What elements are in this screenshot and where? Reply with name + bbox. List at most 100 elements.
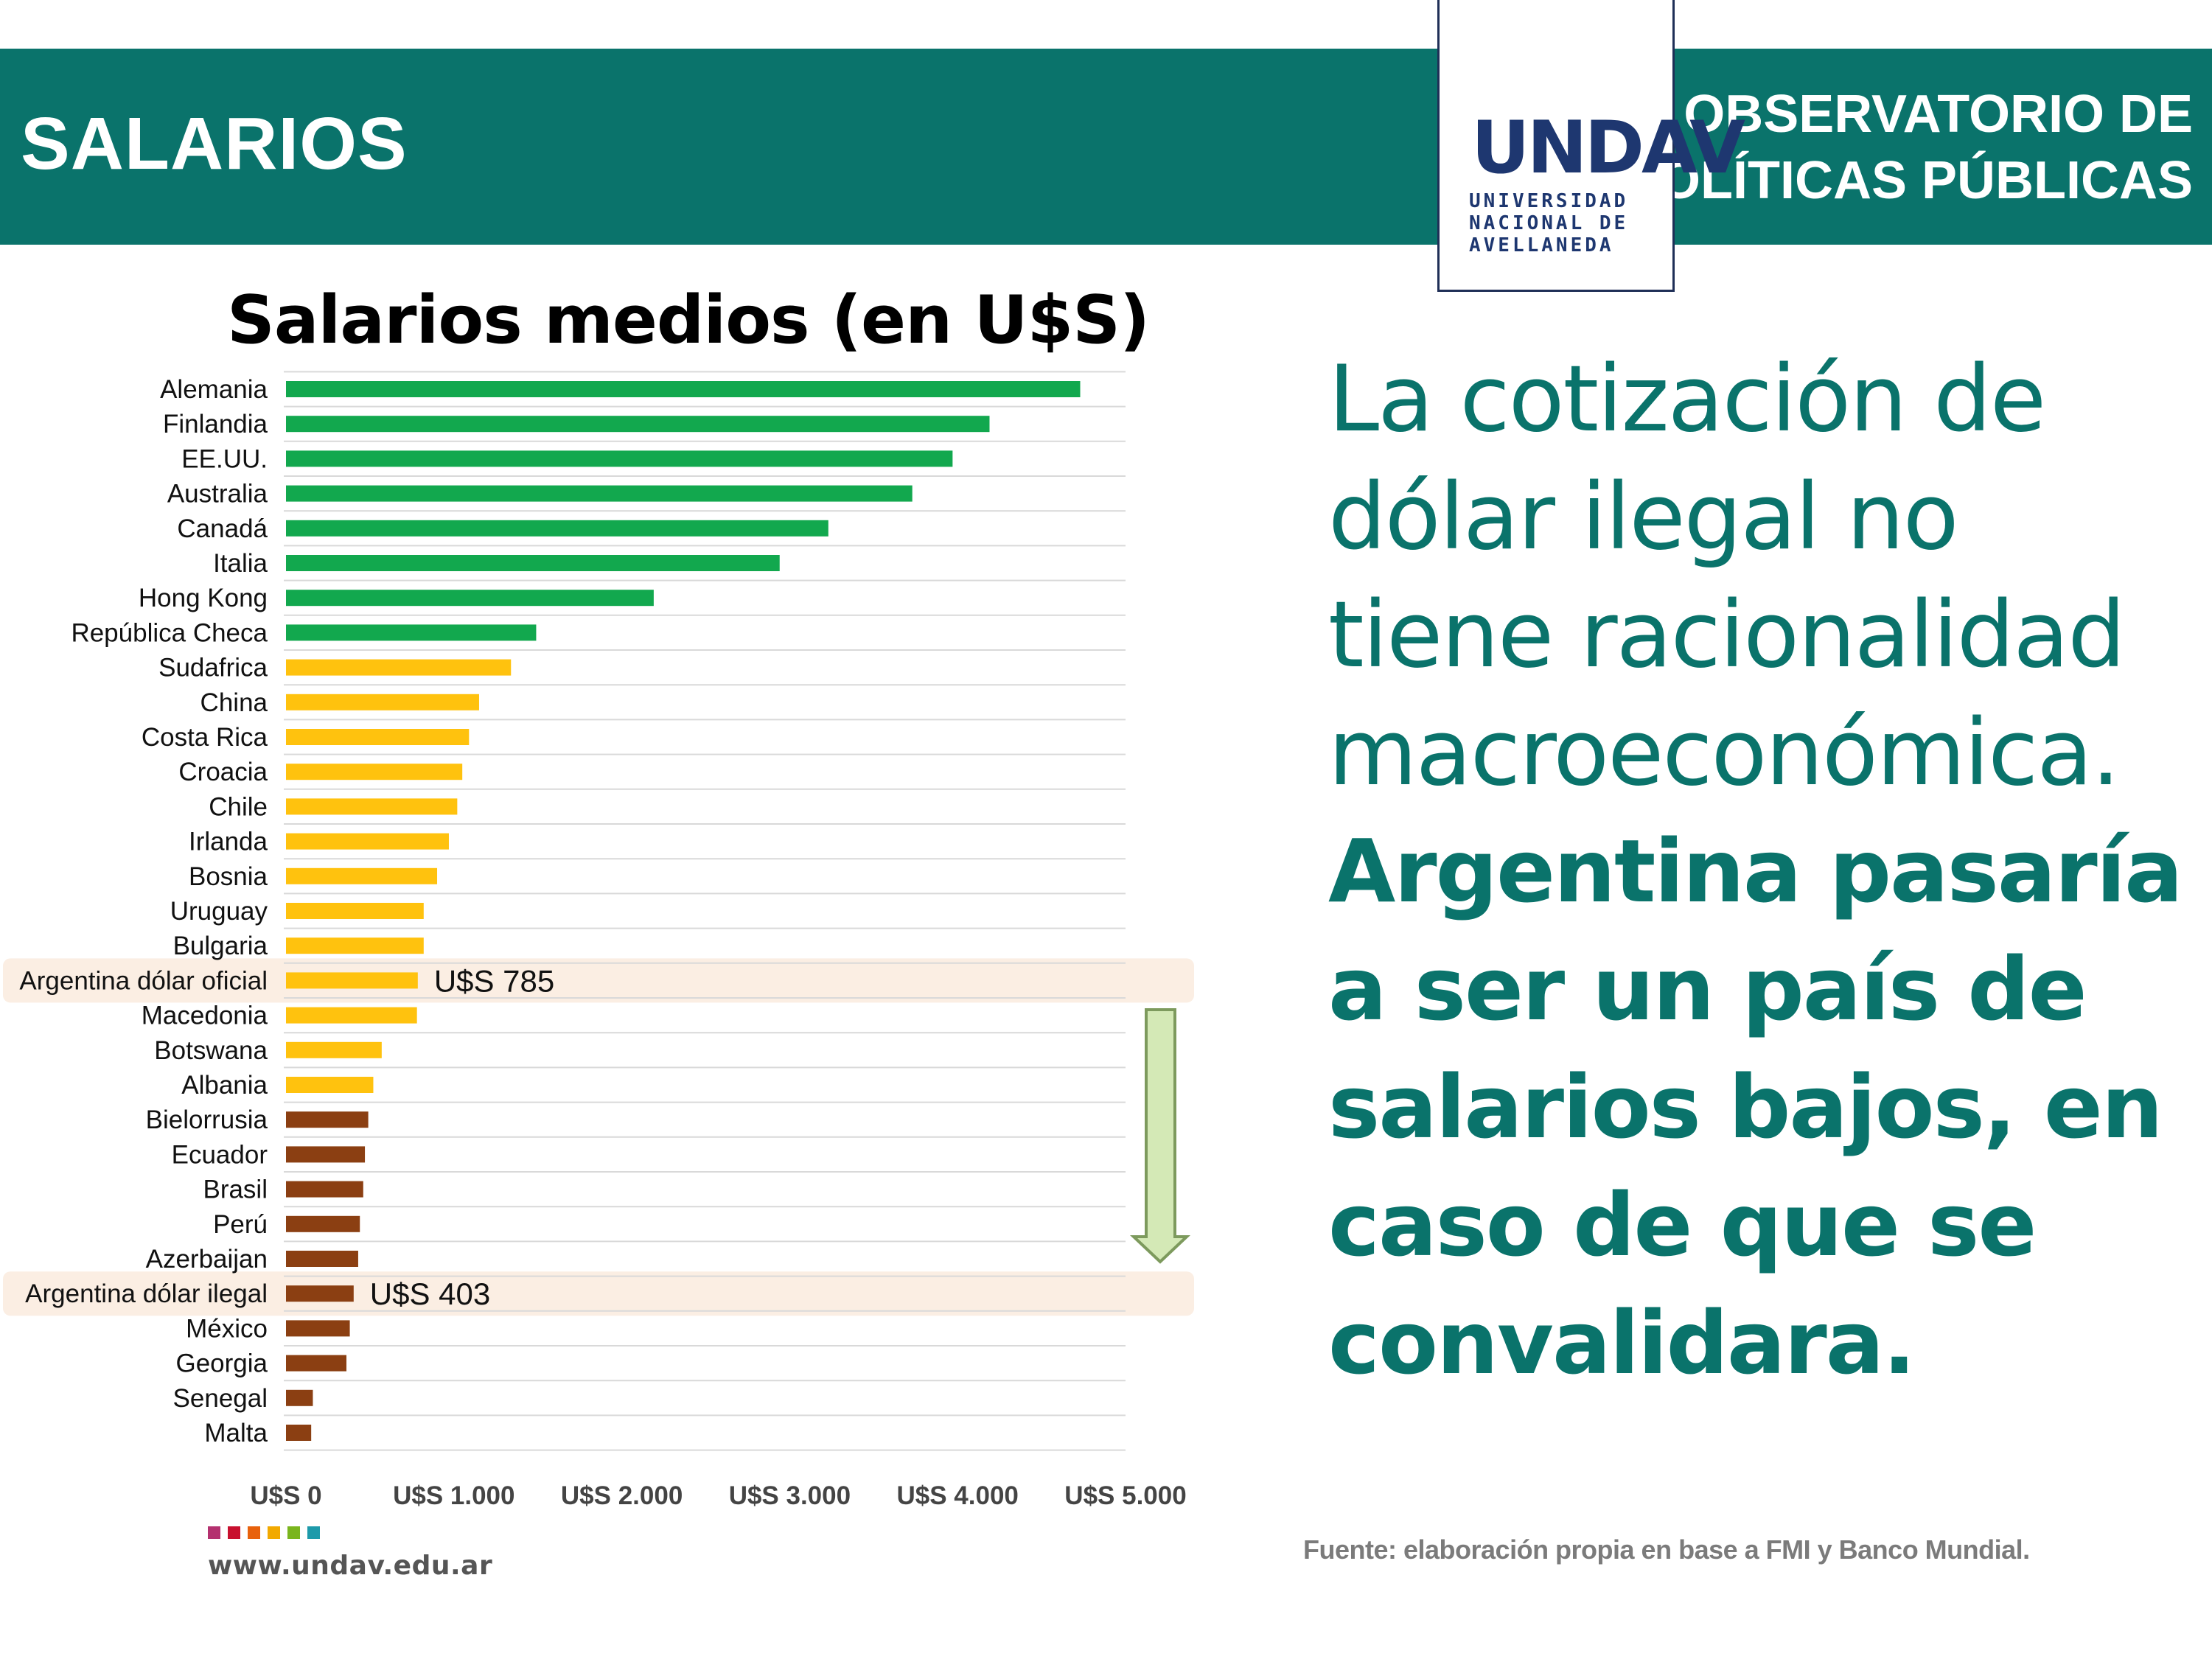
- country-label: Malta: [204, 1419, 268, 1447]
- header-band: [0, 49, 2212, 245]
- bar: [286, 1041, 382, 1058]
- x-tick-label: U$S 4.000: [896, 1481, 1018, 1510]
- bar: [286, 1007, 417, 1024]
- country-label: Brasil: [203, 1176, 268, 1204]
- country-label: Canadá: [177, 514, 268, 543]
- highlight-bands: [3, 958, 1194, 1316]
- observatorio-title: OBSERVATORIO DE POLÍTICAS PÚBLICAS: [1624, 81, 2193, 214]
- down-arrow-shape: [1129, 1008, 1191, 1264]
- source-note: Fuente: elaboración propia en base a FMI…: [1303, 1534, 2030, 1565]
- country-label: Georgia: [175, 1349, 268, 1378]
- country-label: Chile: [209, 792, 268, 821]
- observatorio-line-1: OBSERVATORIO DE: [1684, 85, 2193, 144]
- country-label: Finlandia: [163, 410, 268, 439]
- bar: [286, 1320, 350, 1337]
- country-label: Perú: [213, 1210, 268, 1239]
- brand-dot: [228, 1526, 240, 1539]
- country-label: Croacia: [178, 758, 268, 786]
- country-label: Argentina dólar ilegal: [25, 1279, 268, 1308]
- country-label: Hong Kong: [139, 584, 268, 612]
- value-labels: U$S 785 U$S 403: [370, 963, 554, 1311]
- bar: [286, 1215, 360, 1232]
- country-label: Uruguay: [170, 897, 268, 926]
- statement-bold-line: Argentina pasaría: [1328, 820, 2183, 922]
- country-label: Azerbaijan: [146, 1245, 268, 1274]
- statement-line: tiene racionalidad: [1328, 582, 2126, 688]
- country-label: Botswana: [154, 1036, 268, 1065]
- country-label: Irlanda: [189, 828, 268, 856]
- bar: [286, 694, 479, 710]
- x-tick-label: U$S 5.000: [1064, 1481, 1186, 1510]
- bar: [286, 937, 424, 954]
- bar: [286, 1111, 369, 1128]
- country-label: Costa Rica: [142, 723, 268, 752]
- country-label: México: [186, 1314, 268, 1343]
- main-statement: La cotización de dólar ilegal no tiene rac…: [1328, 340, 2198, 1402]
- brand-dot: [287, 1526, 300, 1539]
- bar: [286, 590, 654, 607]
- section-title: SALARIOS: [21, 102, 408, 185]
- bar: [286, 903, 424, 919]
- bar: [286, 729, 470, 745]
- x-tick-label: U$S 0: [250, 1481, 321, 1510]
- x-tick-label: U$S 3.000: [729, 1481, 851, 1510]
- highlight-band: [3, 1271, 1194, 1316]
- grid-lines: [284, 371, 1126, 1451]
- country-labels: Alemania Finlandia EE.UU. Australia Canadá It…: [19, 375, 268, 1447]
- highlight-band: [3, 958, 1194, 1003]
- country-label: Italia: [213, 549, 268, 578]
- bar: [286, 1146, 366, 1163]
- country-label: Senegal: [173, 1384, 268, 1413]
- chart-title: Salarios medios (en U$S): [227, 282, 1150, 359]
- x-tick-label: U$S 1.000: [393, 1481, 514, 1510]
- x-tick-label: U$S 2.000: [561, 1481, 683, 1510]
- country-label: China: [200, 688, 268, 717]
- statement-line: macroeconómica.: [1328, 700, 2121, 806]
- country-label: República Checa: [71, 618, 268, 647]
- brand-dot: [268, 1526, 280, 1539]
- bars: [286, 381, 1081, 1441]
- bar: [286, 416, 990, 433]
- bar: [286, 624, 537, 641]
- bar: [286, 520, 828, 537]
- country-label: Bosnia: [189, 862, 268, 891]
- website-url[interactable]: www.undav.edu.ar: [208, 1551, 493, 1581]
- brand-dot: [208, 1526, 220, 1539]
- bar: [286, 972, 418, 989]
- statement-line: dólar ilegal no: [1328, 464, 1959, 570]
- bar: [286, 659, 512, 676]
- bar: [286, 798, 458, 815]
- bar: [286, 1077, 374, 1093]
- logo-wordmark: UNDAV: [1471, 106, 1745, 190]
- bar: [286, 867, 438, 884]
- logo-caption-line-2: NACIONAL DE: [1469, 212, 1629, 234]
- logo-caption: UNIVERSIDAD NACIONAL DE AVELLANEDA: [1469, 190, 1653, 256]
- bar: [286, 555, 780, 571]
- bar-chart: Alemania Finlandia EE.UU. Australia Canadá It…: [3, 371, 1194, 1510]
- bar: [286, 1251, 358, 1267]
- undav-logo: UNDAV UNIVERSIDAD NACIONAL DE AVELLANEDA: [1437, 0, 1745, 292]
- bar: [286, 1285, 354, 1302]
- bar: [286, 1389, 313, 1406]
- country-label: Sudafrica: [158, 654, 268, 682]
- country-label: Alemania: [160, 375, 268, 404]
- bar: [286, 1355, 347, 1372]
- bar: [286, 833, 449, 850]
- value-label: U$S 403: [370, 1276, 490, 1311]
- brand-color-dots: [208, 1526, 320, 1539]
- country-label: Australia: [167, 480, 268, 509]
- logo-caption-line-1: UNIVERSIDAD: [1469, 190, 1629, 212]
- brand-dot: [307, 1526, 320, 1539]
- bar: [286, 485, 913, 502]
- country-label: Bulgaria: [173, 932, 268, 960]
- country-label: Macedonia: [142, 1002, 268, 1030]
- country-label: Argentina dólar oficial: [19, 966, 268, 995]
- down-arrow-icon: [1129, 1008, 1191, 1264]
- statement-bold-line: convalidara.: [1328, 1292, 1916, 1394]
- bar: [286, 1181, 363, 1198]
- statement-bold-line: caso de que se: [1328, 1174, 2037, 1276]
- country-label: Ecuador: [172, 1140, 268, 1169]
- bar: [286, 1425, 312, 1441]
- bar: [286, 764, 463, 780]
- brand-dot: [248, 1526, 260, 1539]
